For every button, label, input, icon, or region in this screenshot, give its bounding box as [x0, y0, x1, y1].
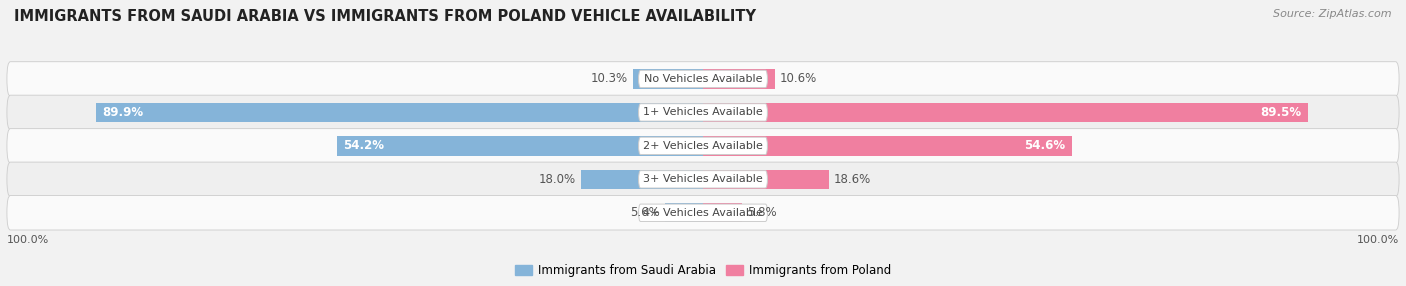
Bar	[96, 103, 703, 122]
Bar	[703, 170, 828, 189]
FancyBboxPatch shape	[638, 171, 768, 188]
Bar	[703, 203, 742, 223]
Legend: Immigrants from Saudi Arabia, Immigrants from Poland: Immigrants from Saudi Arabia, Immigrants…	[510, 259, 896, 282]
Text: 18.0%: 18.0%	[538, 173, 576, 186]
Text: 2+ Vehicles Available: 2+ Vehicles Available	[643, 141, 763, 151]
FancyBboxPatch shape	[638, 104, 768, 121]
Bar	[703, 136, 1071, 156]
Bar	[703, 69, 775, 89]
FancyBboxPatch shape	[7, 129, 1399, 163]
Text: No Vehicles Available: No Vehicles Available	[644, 74, 762, 84]
FancyBboxPatch shape	[638, 137, 768, 154]
Text: 89.5%: 89.5%	[1260, 106, 1301, 119]
FancyBboxPatch shape	[638, 70, 768, 88]
Text: IMMIGRANTS FROM SAUDI ARABIA VS IMMIGRANTS FROM POLAND VEHICLE AVAILABILITY: IMMIGRANTS FROM SAUDI ARABIA VS IMMIGRAN…	[14, 9, 756, 23]
Text: 5.8%: 5.8%	[748, 206, 778, 219]
Text: Source: ZipAtlas.com: Source: ZipAtlas.com	[1274, 9, 1392, 19]
Bar	[703, 103, 1308, 122]
Text: 54.2%: 54.2%	[343, 139, 384, 152]
Text: 1+ Vehicles Available: 1+ Vehicles Available	[643, 108, 763, 118]
Bar	[581, 170, 703, 189]
Text: 3+ Vehicles Available: 3+ Vehicles Available	[643, 174, 763, 184]
FancyBboxPatch shape	[7, 62, 1399, 96]
Text: 10.6%: 10.6%	[780, 72, 817, 86]
Bar	[665, 203, 703, 223]
Bar	[337, 136, 703, 156]
Bar	[633, 69, 703, 89]
Text: 100.0%: 100.0%	[7, 235, 49, 245]
FancyBboxPatch shape	[7, 162, 1399, 196]
Text: 54.6%: 54.6%	[1024, 139, 1066, 152]
FancyBboxPatch shape	[7, 95, 1399, 130]
Text: 100.0%: 100.0%	[1357, 235, 1399, 245]
FancyBboxPatch shape	[7, 196, 1399, 230]
Text: 10.3%: 10.3%	[591, 72, 628, 86]
FancyBboxPatch shape	[638, 204, 768, 221]
Text: 5.6%: 5.6%	[630, 206, 659, 219]
Text: 4+ Vehicles Available: 4+ Vehicles Available	[643, 208, 763, 218]
Text: 18.6%: 18.6%	[834, 173, 872, 186]
Text: 89.9%: 89.9%	[103, 106, 143, 119]
